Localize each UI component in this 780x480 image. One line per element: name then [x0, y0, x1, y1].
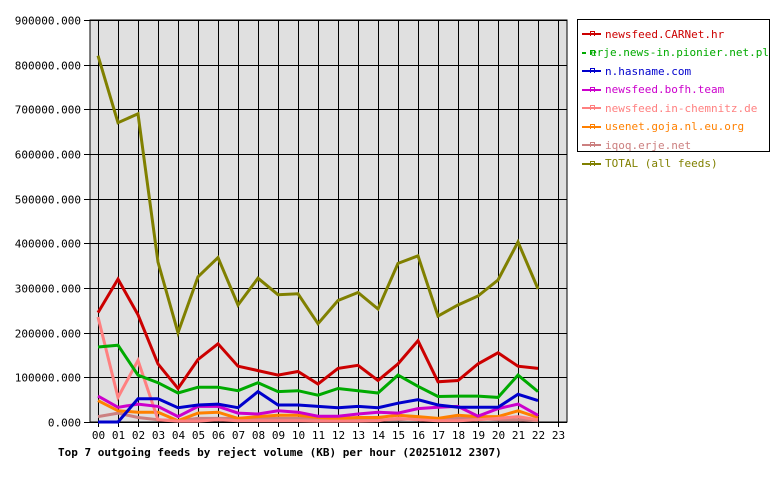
series-lines: [96, 55, 540, 424]
x-tick-label: 14: [372, 429, 386, 442]
x-tick-label: 15: [392, 429, 405, 442]
series-line: [96, 316, 539, 423]
x-tick-label: 17: [432, 429, 445, 442]
legend-item: newsfeed.CARNet.hr: [578, 25, 769, 44]
series-line: [96, 276, 539, 391]
x-tick-label: 21: [512, 429, 525, 442]
legend-item: TOTAL (all feeds): [578, 155, 769, 174]
legend-item: newsfeed.bofh.team: [578, 81, 769, 100]
y-tick-label: 500000.000: [15, 194, 81, 207]
legend-label: TOTAL (all feeds): [605, 157, 718, 171]
y-tick-label: 200000.000: [15, 328, 81, 341]
x-tick-label: 20: [492, 429, 505, 442]
x-tick-label: 08: [252, 429, 265, 442]
x-tick-label: 01: [112, 429, 125, 442]
x-tick-label: 03: [152, 429, 165, 442]
x-tick-label: 07: [232, 429, 245, 442]
legend-label: erje.news-in.pionier.net.pl: [590, 46, 769, 60]
plot-background: [89, 19, 568, 423]
legend-item: iqoq.erje.net: [578, 136, 769, 155]
y-tick-label: 300000.000: [15, 283, 81, 296]
series-line: [97, 394, 539, 419]
legend-label: newsfeed.CARNet.hr: [605, 27, 725, 41]
x-tick-label: 13: [352, 429, 365, 442]
x-tick-label: 11: [312, 429, 325, 442]
x-tick-label: 16: [412, 429, 425, 442]
x-axis-ticks: 00 01 02 03 04 05 06 07 08 09 10 11 12 13 14 15 16 17 18 19…: [92, 422, 565, 442]
legend-label: n.hasname.com: [605, 64, 692, 78]
series-line: [97, 343, 539, 399]
x-tick-label: 23: [552, 429, 565, 442]
x-tick-label: 19: [472, 429, 485, 442]
y-tick-label: 600000.000: [15, 149, 81, 162]
x-tick-label: 05: [192, 429, 205, 442]
x-tick-label: 02: [132, 429, 145, 442]
x-tick-label: 22: [532, 429, 545, 442]
x-tick-label: 09: [272, 429, 285, 442]
legend-item: newsfeed.in-chemnitz.de: [578, 99, 769, 118]
series-line: [96, 55, 540, 338]
legend-swatch-icon: [582, 160, 601, 168]
series-line: [98, 389, 539, 424]
legend-item: erje.news-in.pionier.net.pl: [578, 44, 769, 63]
x-tick-label: 00: [92, 429, 105, 442]
x-tick-label: 04: [172, 429, 186, 442]
y-tick-label: 0.000: [48, 417, 81, 430]
x-tick-label: 12: [332, 429, 345, 442]
legend-swatch-icon: [582, 123, 601, 131]
y-tick-label: 100000.000: [15, 372, 81, 385]
legend-label: usenet.goja.nl.eu.org: [605, 120, 745, 134]
legend-swatch-icon: [582, 141, 601, 149]
legend: newsfeed.CARNet.hr erje.news-in.pionier.n…: [577, 19, 770, 170]
legend-swatch-icon: [582, 104, 601, 112]
y-axis-ticks: 0.000 100000.000 200000.000 300000.000 40000…: [15, 15, 90, 430]
legend-swatch-icon: [582, 67, 601, 75]
legend-label: newsfeed.in-chemnitz.de: [605, 101, 758, 115]
x-tick-label: 18: [452, 429, 465, 442]
legend-label: iqoq.erje.net: [605, 138, 692, 152]
x-tick-label: 10: [292, 429, 305, 442]
chart-title: Top 7 outgoing feeds by reject volume (K…: [58, 446, 502, 459]
x-tick-label: 06: [212, 429, 225, 442]
y-tick-label: 800000.000: [15, 60, 81, 73]
legend-swatch-icon: [582, 86, 601, 94]
legend-item: usenet.goja.nl.eu.org: [578, 118, 769, 137]
y-tick-label: 400000.000: [15, 238, 81, 251]
y-tick-label: 900000.000: [15, 15, 81, 28]
y-tick-label: 700000.000: [15, 104, 81, 117]
legend-swatch-icon: [582, 49, 595, 57]
legend-label: newsfeed.bofh.team: [605, 83, 725, 97]
legend-swatch-icon: [582, 30, 601, 38]
legend-item: n.hasname.com: [578, 62, 769, 81]
grid-lines: [90, 20, 567, 423]
